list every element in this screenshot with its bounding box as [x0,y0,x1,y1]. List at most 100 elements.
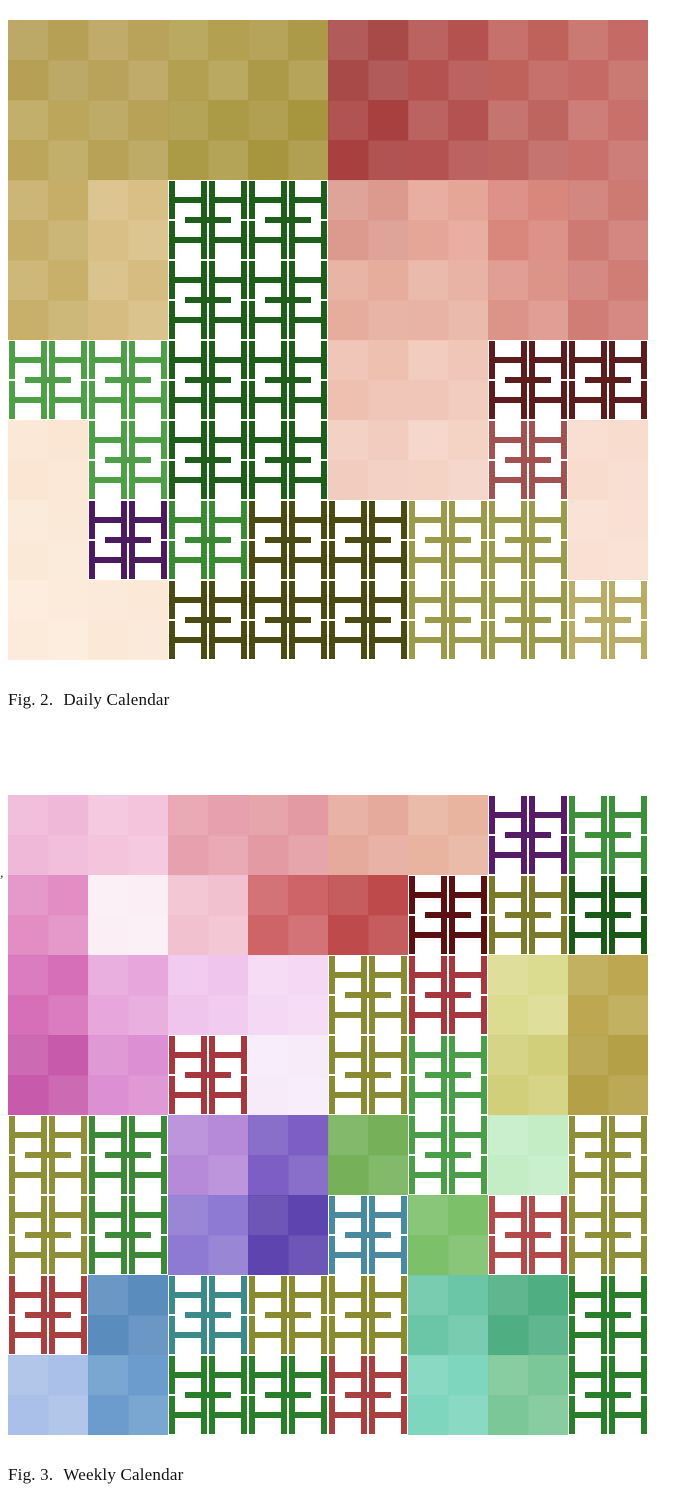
mosaic-tile [568,460,609,501]
mosaic-tile [8,620,49,660]
curve-segment [88,1195,168,1275]
mosaic-tile [448,180,489,221]
mosaic-tile [368,220,409,261]
mosaic-tile [88,875,129,916]
mosaic-tile [168,60,209,101]
mosaic-tile [88,1035,129,1076]
mosaic-tile [128,1035,169,1076]
curve-segment [248,1275,328,1355]
mosaic-tile [248,1075,289,1116]
mosaic-tile [288,795,329,836]
mosaic-tile [48,460,89,501]
mosaic-tile [448,380,489,421]
mosaic-tile [608,300,648,341]
mosaic-tile [408,300,449,341]
mosaic-tile [128,220,169,261]
mosaic-tile [328,260,369,301]
mosaic-tile [248,835,289,876]
mosaic-tile [208,1195,249,1236]
mosaic-tile [8,500,49,541]
mosaic-tile [328,875,369,916]
mosaic-tile [568,100,609,141]
mosaic-tile [448,1395,489,1435]
mosaic-tile [88,140,129,181]
mosaic-tile [128,795,169,836]
mosaic-tile [488,1075,529,1116]
figure-3-caption-number: Fig. 3. [8,1465,54,1484]
mosaic-tile [488,300,529,341]
curve-segment [568,1115,648,1195]
mosaic-tile [128,1315,169,1356]
mosaic-tile [528,1035,569,1076]
mosaic-tile [328,1155,369,1196]
curve-segment [8,1275,88,1355]
mosaic-tile [408,220,449,261]
mosaic-tile [408,1315,449,1356]
curve-segment [168,1035,248,1115]
mosaic-tile [608,955,648,996]
mosaic-tile [568,220,609,261]
mosaic-tile [128,140,169,181]
curve-segment [248,260,328,340]
mosaic-tile [168,875,209,916]
curve-segment [328,1355,408,1435]
mosaic-tile [88,180,129,221]
mosaic-tile [408,20,449,61]
mosaic-tile [368,835,409,876]
mosaic-tile [488,955,529,996]
mosaic-tile [368,260,409,301]
stray-comma-mark: , [0,866,4,881]
mosaic-tile [528,100,569,141]
mosaic-tile [448,835,489,876]
mosaic-tile [448,1315,489,1356]
curve-segment [488,500,568,580]
mosaic-tile [8,460,49,501]
mosaic-tile [48,995,89,1036]
mosaic-tile [128,260,169,301]
mosaic-tile [488,1315,529,1356]
mosaic-tile [368,60,409,101]
mosaic-tile [608,460,648,501]
mosaic-tile [128,1355,169,1396]
mosaic-tile [48,620,89,660]
mosaic-tile [368,140,409,181]
mosaic-tile [408,60,449,101]
curve-segment [488,420,568,500]
mosaic-tile [48,1355,89,1396]
mosaic-tile [48,540,89,581]
mosaic-tile [408,460,449,501]
mosaic-tile [8,795,49,836]
curve-segment [328,955,408,1035]
mosaic-tile [488,260,529,301]
mosaic-tile [168,995,209,1036]
mosaic-tile [568,540,609,581]
mosaic-tile [48,20,89,61]
mosaic-tile [8,20,49,61]
mosaic-tile [88,220,129,261]
mosaic-tile [8,1075,49,1116]
mosaic-tile [368,1115,409,1156]
mosaic-tile [8,60,49,101]
mosaic-tile [8,1395,49,1435]
mosaic-tile [328,1115,369,1156]
mosaic-tile [88,1075,129,1116]
mosaic-tile [528,20,569,61]
mosaic-tile [88,955,129,996]
mosaic-tile [368,460,409,501]
mosaic-tile [488,180,529,221]
mosaic-tile [208,955,249,996]
mosaic-tile [168,795,209,836]
mosaic-tile [528,1355,569,1396]
figure-2-caption: Fig. 2. Daily Calendar [8,690,170,710]
curve-segment [408,580,488,660]
mosaic-tile [168,1235,209,1276]
mosaic-tile [128,835,169,876]
mosaic-tile [48,60,89,101]
mosaic-tile [248,1115,289,1156]
mosaic-tile [488,220,529,261]
mosaic-tile [528,995,569,1036]
mosaic-tile [488,1115,529,1156]
mosaic-tile [8,140,49,181]
figure-2-daily-calendar [8,20,648,660]
mosaic-tile [128,915,169,956]
